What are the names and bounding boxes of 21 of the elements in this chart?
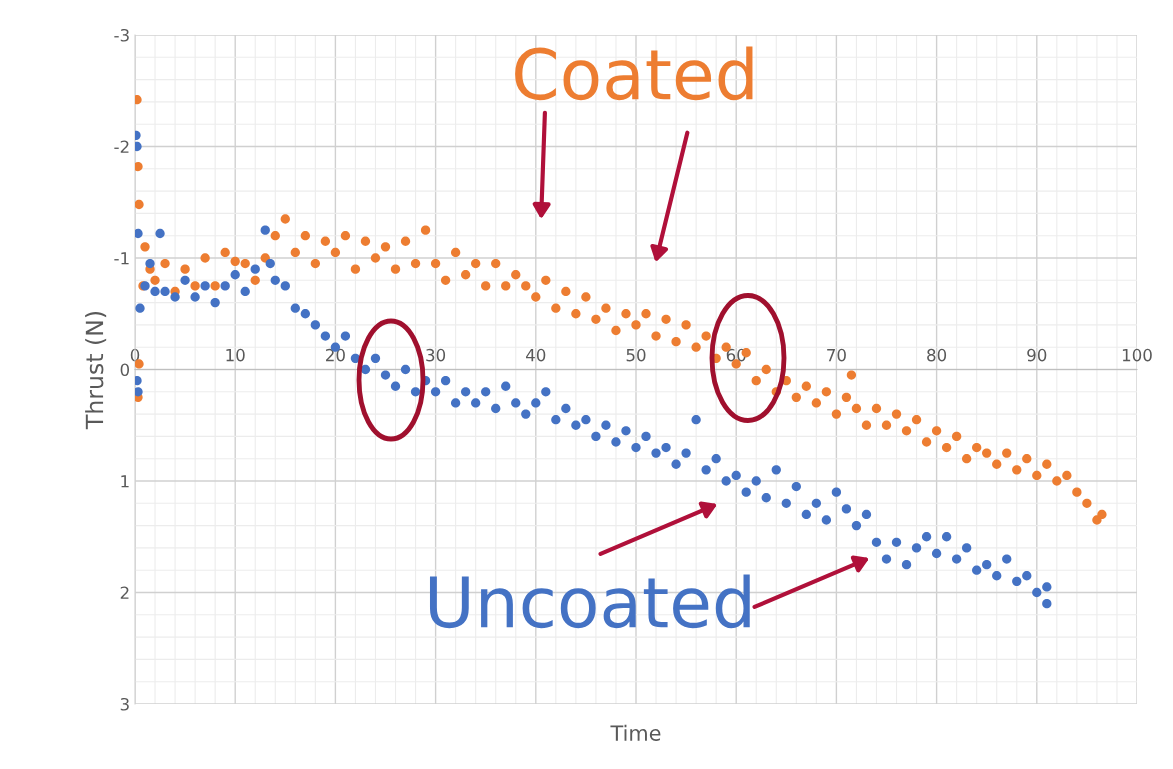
y-tick-label: 2 [120,586,129,599]
y-tick-label: -3 [114,28,129,42]
x-tick-label: 80 [927,348,947,362]
y-tick-label: 1 [121,475,129,488]
x-tick-label: 70 [827,348,846,362]
x-tick-label: 10 [226,348,245,362]
y-tick-label: -2 [114,140,129,153]
x-tick-label: 100 [1122,348,1152,362]
x-tick-label: 50 [626,348,646,362]
x-tick-label: 20 [326,348,345,362]
x-tick-label: 40 [526,348,546,362]
y-tick-label: -1 [114,252,129,265]
series-label: Uncoated [429,574,750,629]
text: Coated [515,46,753,101]
x-axis-title: Time [610,724,661,741]
x-tick-label: 90 [1027,348,1047,362]
y-axis-title: Thrust (N) [85,311,107,430]
x-tick-label: 0 [130,348,140,362]
y-tick-label: 3 [120,697,129,711]
y-tick-label: 0 [120,363,130,377]
x-tick-label: 30 [426,348,446,362]
